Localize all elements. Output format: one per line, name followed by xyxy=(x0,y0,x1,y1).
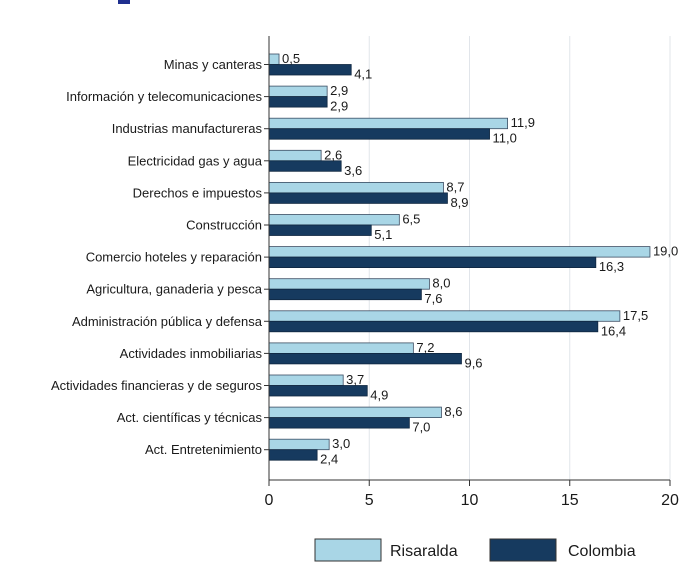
value-label-colombia: 16,3 xyxy=(599,259,624,274)
category-label: Construcción xyxy=(186,218,262,233)
value-label-colombia: 7,6 xyxy=(424,291,442,306)
bars xyxy=(268,53,651,461)
bar-risaralda xyxy=(268,214,400,226)
bar-risaralda xyxy=(268,246,651,258)
bar-colombia xyxy=(268,160,342,172)
category-label: Industrias manufactureras xyxy=(112,121,263,136)
bar-colombia xyxy=(268,320,599,333)
axes xyxy=(264,36,671,486)
category-label: Comercio hoteles y reparación xyxy=(86,250,262,265)
value-label-risaralda: 8,0 xyxy=(432,276,450,291)
category-label: Act. científicas y técnicas xyxy=(117,410,263,425)
value-label-colombia: 7,0 xyxy=(412,420,430,435)
bar-colombia xyxy=(268,256,597,269)
value-label-colombia: 5,1 xyxy=(374,227,392,242)
bar-risaralda xyxy=(268,85,328,97)
x-tick-label-0: 0 xyxy=(265,492,274,509)
legend-label-risaralda: Risaralda xyxy=(390,543,458,560)
bar-colombia xyxy=(268,224,372,236)
category-label: Actividades financieras y de seguros xyxy=(51,378,263,393)
legend-swatch-risaralda xyxy=(314,538,382,562)
bar-risaralda xyxy=(268,406,442,419)
value-label-colombia: 4,9 xyxy=(370,388,388,403)
bar-risaralda xyxy=(268,374,344,386)
value-label-risaralda: 8,7 xyxy=(446,179,464,194)
value-label-colombia: 9,6 xyxy=(464,355,482,370)
category-label: Minas y canteras xyxy=(164,57,263,72)
bar-risaralda xyxy=(268,438,330,451)
bar-risaralda xyxy=(268,117,508,130)
value-label-colombia: 2,9 xyxy=(330,99,348,114)
bar-colombia xyxy=(268,128,490,140)
value-label-risaralda: 19,0 xyxy=(653,244,678,259)
category-label: Agricultura, ganaderia y pesca xyxy=(86,282,262,297)
bar-colombia xyxy=(268,449,318,461)
category-label: Derechos e impuestos xyxy=(133,185,263,200)
legend-label-colombia: Colombia xyxy=(568,543,636,560)
value-label-colombia: 3,6 xyxy=(344,163,362,178)
bar-colombia xyxy=(268,385,368,397)
category-label: Act. Entretenimiento xyxy=(145,442,262,457)
value-label-risaralda: 3,0 xyxy=(332,436,350,451)
cropped-title-fragment xyxy=(118,0,130,4)
value-label-risaralda: 6,5 xyxy=(402,212,420,227)
value-label-risaralda: 2,6 xyxy=(324,147,342,162)
bar-risaralda xyxy=(268,278,430,290)
value-label-colombia: 4,1 xyxy=(354,67,372,82)
value-label-risaralda: 7,2 xyxy=(416,340,434,355)
bar-colombia xyxy=(268,96,328,108)
x-tick-label-10: 10 xyxy=(461,492,479,509)
bar-colombia xyxy=(268,64,352,76)
category-label: Información y telecomunicaciones xyxy=(66,89,262,104)
value-label-colombia: 11,0 xyxy=(493,131,517,146)
category-label: Electricidad gas y agua xyxy=(128,153,263,168)
category-label: Administración pública y defensa xyxy=(72,314,263,329)
category-label: Actividades inmobiliarias xyxy=(120,346,263,361)
value-label-risaralda: 17,5 xyxy=(623,308,648,323)
title-fragment-mark xyxy=(118,0,130,4)
bar-risaralda xyxy=(268,149,322,162)
bar-risaralda xyxy=(268,342,414,354)
value-label-colombia: 2,4 xyxy=(320,452,338,467)
bar-risaralda xyxy=(268,181,444,194)
bar-colombia xyxy=(268,352,462,365)
value-label-colombia: 16,4 xyxy=(601,323,626,338)
bar-colombia xyxy=(268,192,448,204)
x-tick-label-20: 20 xyxy=(661,492,679,509)
bar-colombia xyxy=(268,288,422,301)
x-tick-label-15: 15 xyxy=(561,492,579,509)
value-label-risaralda: 3,7 xyxy=(346,372,364,387)
value-label-risaralda: 11,9 xyxy=(511,115,535,130)
legend-swatch-colombia xyxy=(489,538,557,562)
bar-risaralda xyxy=(268,310,621,322)
value-label-colombia: 8,9 xyxy=(450,195,468,210)
value-label-risaralda: 2,9 xyxy=(330,83,348,98)
bar-colombia xyxy=(268,417,410,429)
value-label-risaralda: 8,6 xyxy=(444,404,462,419)
labels: 0 5 10 15 20 Minas y canteras 0,5 4,1 Informació… xyxy=(51,51,679,509)
value-label-risaralda: 0,5 xyxy=(282,51,300,66)
x-tick-label-5: 5 xyxy=(365,492,374,509)
bar-risaralda xyxy=(268,53,280,65)
legend: Risaralda Colombia xyxy=(314,538,636,562)
